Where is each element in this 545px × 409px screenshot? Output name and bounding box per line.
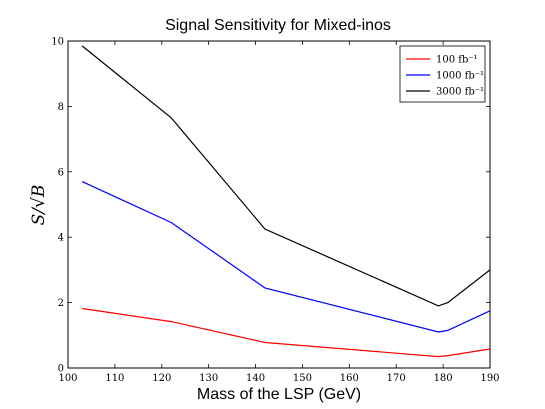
x-tick-label: 130	[199, 373, 218, 384]
x-tick-label: 100	[58, 373, 77, 384]
y-tick-label: 0	[58, 364, 64, 375]
x-tick-label: 160	[340, 373, 359, 384]
x-axis-label: Mass of the LSP (GeV)	[197, 386, 361, 403]
x-tick-label: 140	[246, 373, 265, 384]
series-layer	[81, 45, 491, 358]
legend-box	[399, 45, 486, 103]
legend: 100 fb⁻¹ 1000 fb⁻¹ 3000 fb⁻¹	[399, 45, 486, 103]
series-line-0	[82, 307, 491, 358]
chart-title: Signal Sensitivity for Mixed-inos	[165, 17, 391, 34]
y-axis-label: S/√B	[29, 185, 49, 226]
legend-label-1: 1000 fb⁻¹	[436, 71, 484, 82]
x-tick-label: 150	[293, 373, 312, 384]
x-tick-label: 170	[387, 373, 406, 384]
legend-label-2: 3000 fb⁻¹	[436, 87, 484, 98]
x-tick-label: 190	[480, 373, 499, 384]
x-tick-labels: 100 110 120 130 140 150 160 170 180 190	[58, 373, 499, 384]
y-tick-label: 2	[58, 298, 64, 309]
tick-layer	[67, 40, 491, 369]
x-tick-label: 180	[434, 373, 453, 384]
y-tick-labels: 0 2 4 6 8 10	[51, 37, 64, 375]
series-line-1	[81, 181, 491, 333]
y-tick-label: 10	[51, 37, 64, 48]
y-tick-label: 4	[58, 233, 64, 244]
y-tick-label: 6	[58, 167, 64, 178]
legend-label-0: 100 fb⁻¹	[436, 55, 478, 66]
x-tick-label: 110	[105, 373, 124, 384]
x-tick-label: 120	[152, 373, 171, 384]
y-tick-label: 8	[58, 102, 64, 113]
series-line-2	[81, 45, 491, 307]
